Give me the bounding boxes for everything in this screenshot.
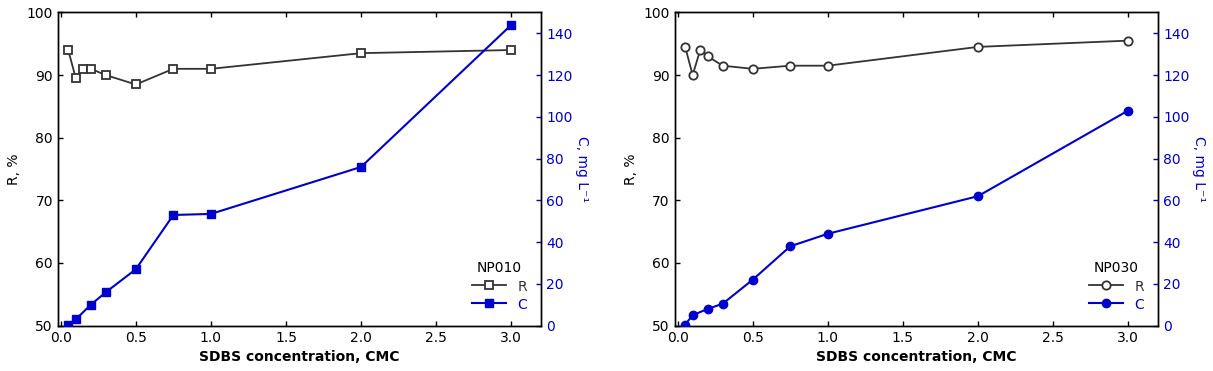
C	[685, 313, 700, 318]
R	[354, 51, 369, 55]
R	[746, 66, 761, 71]
R	[716, 63, 730, 68]
R	[678, 45, 693, 49]
Legend: R, C: R, C	[1082, 255, 1151, 319]
R	[84, 66, 98, 71]
X-axis label: SDBS concentration, CMC: SDBS concentration, CMC	[816, 350, 1016, 364]
C	[820, 232, 835, 236]
R	[820, 63, 835, 68]
C	[129, 267, 143, 272]
C	[98, 290, 113, 295]
Y-axis label: C, mg L⁻¹: C, mg L⁻¹	[1192, 136, 1206, 202]
C	[61, 322, 75, 327]
C	[204, 212, 218, 216]
R	[685, 73, 700, 77]
R	[693, 48, 707, 52]
R	[68, 76, 82, 81]
Y-axis label: R, %: R, %	[623, 153, 638, 185]
R	[98, 73, 113, 77]
R	[970, 45, 985, 49]
R	[1121, 39, 1135, 43]
C	[166, 213, 181, 217]
R	[76, 66, 91, 71]
R	[700, 54, 714, 59]
C	[784, 244, 798, 249]
C	[700, 307, 714, 311]
C	[1121, 108, 1135, 113]
R	[61, 48, 75, 52]
C	[678, 322, 693, 327]
C	[354, 165, 369, 169]
Line: R: R	[680, 36, 1132, 79]
R	[204, 66, 218, 71]
C	[970, 194, 985, 198]
R	[129, 82, 143, 87]
Line: C: C	[64, 21, 516, 329]
Line: C: C	[680, 106, 1132, 329]
Y-axis label: R, %: R, %	[7, 153, 21, 185]
Line: R: R	[64, 46, 516, 89]
R	[503, 48, 518, 52]
C	[84, 302, 98, 307]
C	[716, 302, 730, 306]
R	[784, 63, 798, 68]
Y-axis label: C, mg L⁻¹: C, mg L⁻¹	[575, 136, 590, 202]
R	[166, 66, 181, 71]
C	[68, 317, 82, 322]
X-axis label: SDBS concentration, CMC: SDBS concentration, CMC	[199, 350, 400, 364]
Legend: R, C: R, C	[465, 255, 534, 319]
C	[503, 23, 518, 27]
C	[746, 278, 761, 282]
